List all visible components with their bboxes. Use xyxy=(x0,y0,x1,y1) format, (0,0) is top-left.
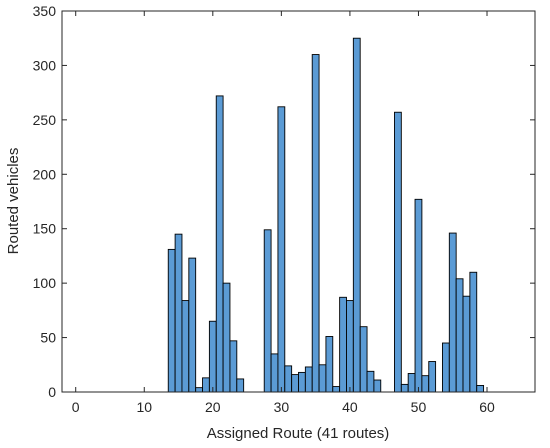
y-axis-ticks: 0 50 100 150 200 250 300 350 xyxy=(33,3,535,400)
bar-route-18 xyxy=(195,387,203,393)
bar-route-17 xyxy=(188,257,197,393)
x-axis-ticks: 0 10 20 30 40 50 60 xyxy=(72,11,495,415)
bar-route-22 xyxy=(222,282,231,393)
bar-route-38 xyxy=(332,386,341,393)
y-tick-label: 200 xyxy=(33,166,57,182)
bar-route-41 xyxy=(352,37,361,393)
bar-route-20 xyxy=(208,320,217,393)
x-tick-label: 10 xyxy=(136,399,152,415)
bar-route-44 xyxy=(373,379,382,393)
bar-route-55 xyxy=(448,232,457,393)
bar-route-19 xyxy=(202,377,210,393)
x-tick-label: 40 xyxy=(342,399,358,415)
y-tick-label: 250 xyxy=(33,112,57,128)
bar-route-21 xyxy=(215,95,224,393)
y-tick-label: 100 xyxy=(33,275,57,291)
bar-route-59 xyxy=(476,385,485,393)
bar-route-37 xyxy=(325,336,334,393)
bar-route-16 xyxy=(181,300,190,393)
bar-route-15 xyxy=(174,233,183,393)
bar-route-58 xyxy=(469,271,478,393)
y-tick-label: 150 xyxy=(33,221,57,237)
bar-route-50 xyxy=(414,198,423,393)
plot-frame xyxy=(61,10,536,393)
bar-route-35 xyxy=(311,54,320,393)
bar-route-14 xyxy=(167,248,176,393)
bar-route-34 xyxy=(304,366,313,393)
bar-route-32 xyxy=(291,374,299,393)
x-tick-label: 20 xyxy=(205,399,221,415)
bar-route-31 xyxy=(284,365,293,393)
bar-route-24 xyxy=(236,378,245,393)
bar-route-54 xyxy=(442,342,450,393)
y-axis-label: Routed vehicles xyxy=(5,148,22,255)
bar-route-30 xyxy=(277,106,286,393)
bar-route-33 xyxy=(298,371,306,393)
bar-route-47 xyxy=(394,111,402,393)
bar-route-51 xyxy=(421,375,430,393)
bar-route-52 xyxy=(428,361,437,393)
bar-route-29 xyxy=(270,353,279,393)
bar-route-23 xyxy=(229,340,238,393)
y-tick-label: 50 xyxy=(40,330,56,346)
y-tick-label: 0 xyxy=(48,384,56,400)
x-tick-label: 30 xyxy=(274,399,290,415)
bar-route-57 xyxy=(462,295,471,393)
x-tick-label: 0 xyxy=(72,399,80,415)
bar-route-42 xyxy=(359,326,368,393)
bar-route-43 xyxy=(366,370,375,393)
y-tick-label: 300 xyxy=(33,57,57,73)
bar-route-28 xyxy=(263,229,272,393)
x-axis-label: Assigned Route (41 routes) xyxy=(207,425,390,442)
y-tick-label: 350 xyxy=(33,3,57,19)
bar-route-48 xyxy=(400,383,409,393)
x-tick-label: 50 xyxy=(411,399,427,415)
bar-route-36 xyxy=(318,364,327,393)
x-tick-label: 60 xyxy=(479,399,495,415)
bar-route-49 xyxy=(407,373,416,393)
bar-route-40 xyxy=(346,300,354,393)
bar-route-39 xyxy=(339,296,347,393)
bar-route-56 xyxy=(455,278,464,393)
